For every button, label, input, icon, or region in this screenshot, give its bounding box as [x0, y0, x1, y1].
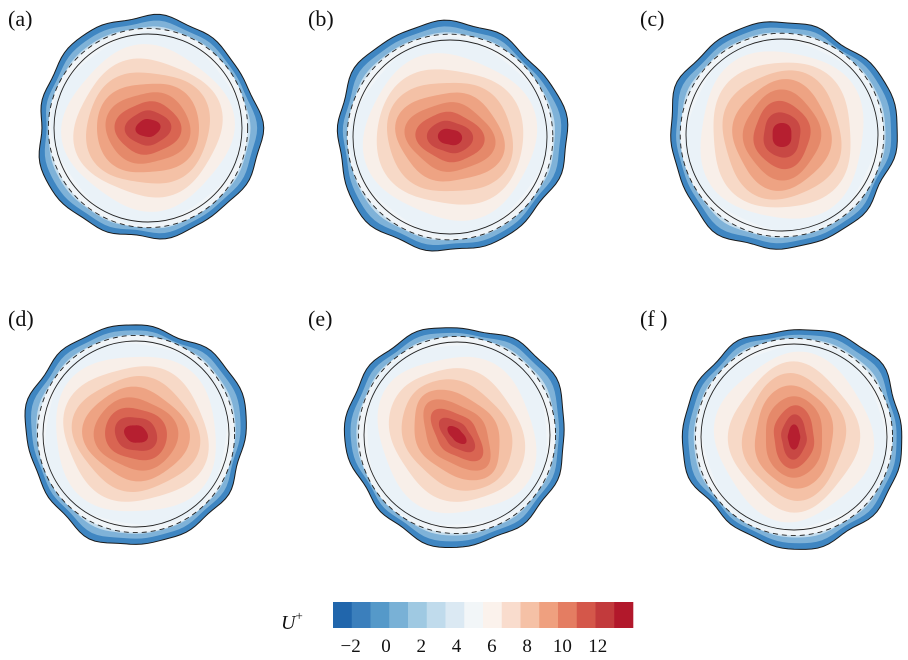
colorbar-tick-label: 6	[487, 636, 497, 657]
colorbar-swatch	[408, 602, 428, 628]
panel-label-c: (c)	[640, 6, 664, 31]
panel-label-b: (b)	[308, 6, 334, 31]
colorbar-label-superscript: +	[295, 608, 302, 623]
colorbar-swatch	[389, 602, 409, 628]
velocity-contour	[124, 425, 148, 443]
colorbar-tick-label: −2	[341, 636, 361, 657]
colorbar-label: U+	[281, 608, 303, 634]
panel-label-a: (a)	[8, 6, 32, 31]
colorbar-swatch	[445, 602, 465, 628]
panel-d	[24, 324, 247, 545]
solid-circle	[685, 38, 879, 232]
colorbar-swatch	[520, 602, 540, 628]
colorbar-swatch	[539, 602, 559, 628]
colorbar-swatch	[370, 602, 390, 628]
colorbar-swatch	[614, 602, 634, 628]
colorbar-swatch	[595, 602, 615, 628]
panel-c	[670, 21, 898, 250]
colorbar-tick-label: 12	[588, 636, 607, 657]
colorbar-tick-label: 4	[452, 636, 462, 657]
solid-circle	[352, 39, 548, 235]
colorbar-swatch	[501, 602, 521, 628]
colorbar-tick-label: 2	[416, 636, 426, 657]
velocity-contour	[787, 424, 801, 450]
velocity-contour	[772, 122, 792, 148]
colorbar-swatch	[483, 602, 503, 628]
solid-circle	[42, 340, 230, 528]
panel-label-d: (d)	[8, 306, 34, 331]
panel-b	[336, 19, 569, 252]
panel-label-e: (e)	[308, 306, 332, 331]
panel-group: (a) (b) (c) (d) (e) (f )	[8, 6, 903, 550]
colorbar-label-symbol: U	[281, 612, 297, 634]
panel-a	[38, 13, 265, 240]
velocity-contour	[135, 118, 161, 138]
colorbar-swatch	[558, 602, 578, 628]
velocity-contour	[447, 425, 467, 445]
colorbar-tick-label: 0	[381, 636, 391, 657]
panel-f	[681, 329, 903, 550]
colorbar-tick-label: 10	[553, 636, 572, 657]
colorbar-swatch	[333, 602, 353, 628]
solid-circle	[363, 341, 551, 529]
solid-circle	[53, 33, 243, 223]
colorbar-tick-label: 8	[522, 636, 532, 657]
panel-e	[343, 327, 565, 549]
colorbar-swatch	[426, 602, 446, 628]
panel-label-f: (f )	[640, 306, 667, 331]
colorbar-swatch	[351, 602, 371, 628]
colorbar-swatches	[333, 602, 634, 628]
colorbar-swatch	[464, 602, 484, 628]
colorbar-ticks: −2 0 2 4 6 8 10 12	[341, 636, 608, 657]
solid-circle	[700, 343, 888, 531]
velocity-contour	[437, 128, 463, 146]
colorbar: −2 0 2 4 6 8 10 12 U+	[281, 602, 634, 657]
colorbar-swatch	[576, 602, 596, 628]
